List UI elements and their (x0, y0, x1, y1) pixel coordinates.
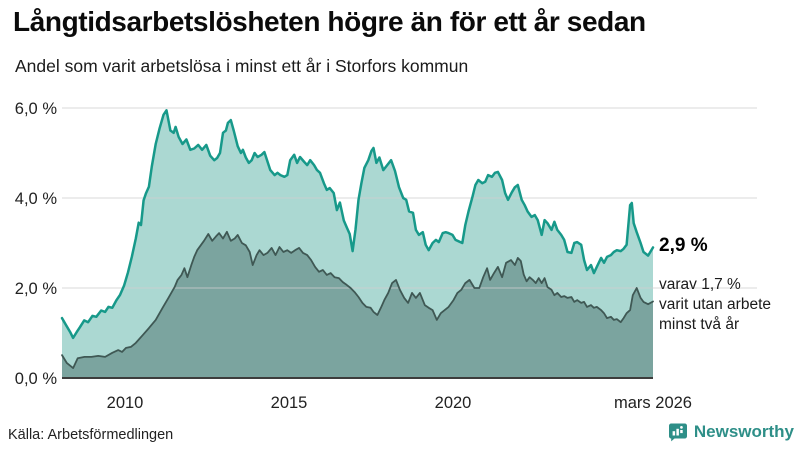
x-tick-2020: 2020 (435, 394, 472, 412)
page-title: Långtidsarbetslösheten högre än för ett … (13, 6, 646, 37)
secondary-series-annotation: varav 1,7 % varit utan arbete minst två … (659, 275, 799, 335)
y-axis-labels: 6,0 % 4,0 % 2,0 % 0,0 % (15, 100, 58, 388)
secondary-annotation-line1: varav 1,7 % (659, 276, 741, 293)
series-end-value-label: 2,9 % (659, 235, 708, 256)
series-line-0 (60, 109, 655, 340)
line-layer (60, 109, 655, 370)
chart-subtitle: Andel som varit arbetslösa i minst ett å… (15, 56, 469, 76)
gridlines (62, 107, 757, 289)
x-tick-2010: 2010 (107, 394, 144, 412)
y-tick-0: 0,0 % (15, 370, 58, 388)
series-line-1 (61, 230, 654, 370)
newsworthy-wordmark: Newsworthy (693, 422, 794, 441)
newsworthy-bubble-chart-icon (667, 421, 689, 443)
secondary-annotation-line3: minst två år (659, 316, 740, 333)
x-axis-labels: 2010 2015 2020 mars 2026 (107, 394, 692, 412)
x-tick-mars-2026: mars 2026 (614, 394, 692, 412)
newsworthy-logo[interactable]: Newsworthy (667, 421, 794, 443)
source-attribution: Källa: Arbetsförmedlingen (8, 427, 174, 443)
secondary-annotation-line2: varit utan arbete (659, 296, 772, 313)
x-tick-2015: 2015 (271, 394, 308, 412)
y-tick-2: 2,0 % (15, 280, 58, 298)
y-tick-6: 6,0 % (15, 100, 58, 118)
y-tick-4: 4,0 % (15, 190, 58, 208)
